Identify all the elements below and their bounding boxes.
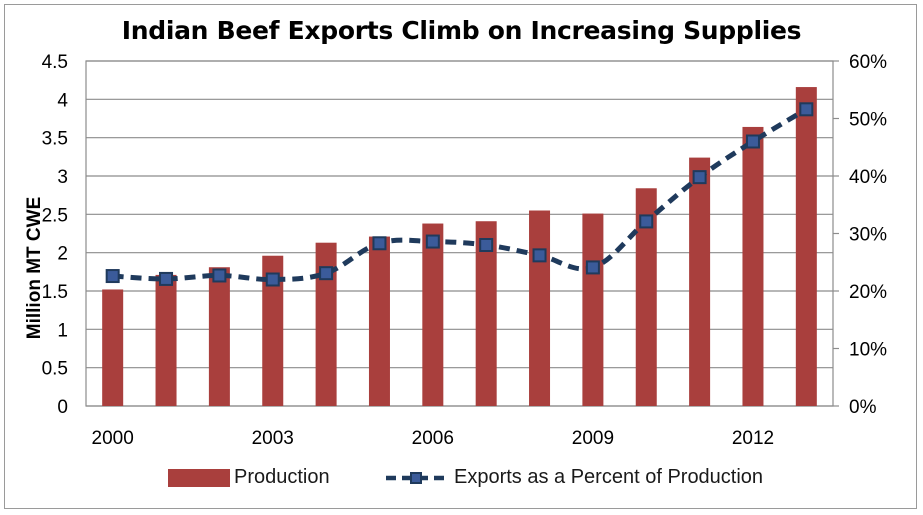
legend: Production Exports as a Percent of Produ… [0, 466, 923, 492]
production-bar [208, 267, 230, 406]
y-tick-label: 1.5 [42, 282, 68, 303]
exports-percent-marker [105, 269, 120, 284]
y2-tick-label: 40% [849, 167, 887, 188]
right-axis-ticks: 0% 10% 20% 30% 40% 50% 60% [833, 52, 887, 418]
y-axis-label: Million MT CWE [24, 197, 45, 339]
y2-tick-label: 10% [849, 340, 887, 361]
exports-percent-marker [532, 248, 547, 263]
production-bar [368, 236, 390, 406]
production-bar [742, 126, 764, 406]
x-tick-label: 2003 [252, 428, 294, 449]
x-tick-label: 2000 [92, 428, 134, 449]
chart-plot: 0 0.5 1 1.5 2 2.5 3 3.5 4 4.5 0% 10% 20% 30% 40% 50% 60… [24, 52, 887, 449]
y2-tick-label: 30% [849, 225, 887, 246]
production-bar [422, 223, 444, 406]
production-bar [795, 87, 817, 407]
exports-percent-marker [745, 134, 760, 149]
production-bar [102, 289, 124, 406]
x-axis-ticks: 2000 2003 2006 2009 2012 [92, 428, 775, 449]
y-tick-label: 4 [57, 90, 68, 111]
exports-percent-marker [212, 268, 227, 283]
exports-percent-marker [799, 102, 814, 117]
exports-percent-marker [639, 214, 654, 229]
production-bar [582, 213, 604, 406]
y-tick-label: 3 [57, 167, 68, 188]
y2-tick-label: 0% [849, 397, 877, 418]
exports-percent-marker [425, 234, 440, 249]
y2-tick-label: 60% [849, 52, 887, 73]
production-bar [262, 255, 284, 406]
legend-label-exports: Exports as a Percent of Production [454, 466, 764, 488]
production-bar [529, 210, 551, 406]
exports-percent-marker [479, 238, 494, 252]
gridlines [85, 60, 834, 407]
x-tick-label: 2009 [572, 428, 614, 449]
y-tick-label: 2.5 [42, 205, 68, 226]
y2-tick-label: 20% [849, 282, 887, 303]
legend-swatch-production [168, 468, 230, 487]
exports-percent-marker [265, 272, 280, 287]
production-bar [155, 274, 177, 406]
exports-percent-line [105, 102, 814, 287]
legend-label-production: Production [234, 466, 330, 488]
exports-percent-marker [692, 170, 707, 185]
exports-percent-marker [319, 266, 334, 281]
production-bars [102, 87, 817, 407]
y-tick-label: 4.5 [42, 52, 68, 73]
production-bar [475, 221, 497, 406]
y-tick-label: 1 [57, 320, 68, 341]
legend-swatch-exports [386, 471, 446, 484]
legend-item-exports: Exports as a Percent of Production [384, 466, 763, 489]
production-bar [635, 188, 657, 406]
y-tick-label: 3.5 [42, 129, 68, 150]
y-tick-label: 2 [57, 244, 68, 265]
chart-frame [4, 4, 917, 509]
x-tick-label: 2006 [412, 428, 454, 449]
y-tick-label: 0.5 [42, 359, 68, 380]
y2-tick-label: 50% [849, 110, 887, 131]
exports-percent-marker [159, 271, 174, 286]
left-axis-ticks: 0 0.5 1 1.5 2 2.5 3 3.5 4 4.5 [42, 52, 69, 418]
exports-percent-marker [585, 260, 600, 275]
chart-title: Indian Beef Exports Climb on Increasing … [121, 16, 802, 45]
y-tick-label: 0 [57, 397, 68, 418]
production-bar [315, 242, 337, 406]
plot-area-border [85, 60, 834, 407]
legend-item-production: Production [168, 466, 330, 489]
exports-percent-marker [372, 236, 387, 251]
production-bar [689, 157, 711, 406]
x-tick-label: 2012 [732, 428, 774, 449]
